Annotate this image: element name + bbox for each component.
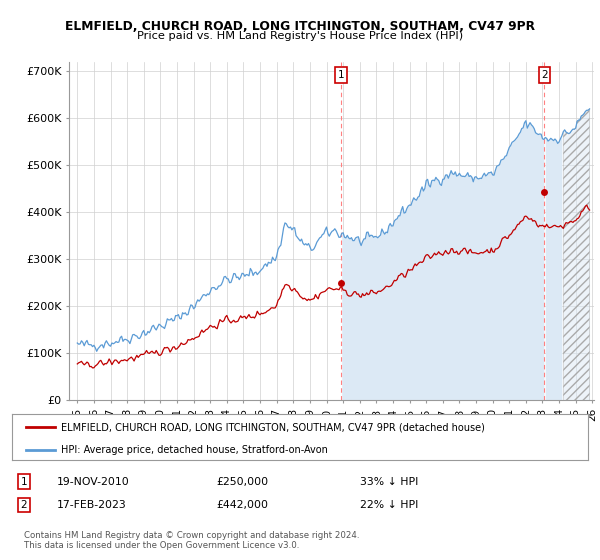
Text: 22% ↓ HPI: 22% ↓ HPI [360, 500, 418, 510]
Text: 19-NOV-2010: 19-NOV-2010 [57, 477, 130, 487]
Text: 17-FEB-2023: 17-FEB-2023 [57, 500, 127, 510]
Text: HPI: Average price, detached house, Stratford-on-Avon: HPI: Average price, detached house, Stra… [61, 445, 328, 455]
Text: ELMFIELD, CHURCH ROAD, LONG ITCHINGTON, SOUTHAM, CV47 9PR (detached house): ELMFIELD, CHURCH ROAD, LONG ITCHINGTON, … [61, 422, 485, 432]
Text: 1: 1 [338, 70, 344, 80]
Text: ELMFIELD, CHURCH ROAD, LONG ITCHINGTON, SOUTHAM, CV47 9PR: ELMFIELD, CHURCH ROAD, LONG ITCHINGTON, … [65, 20, 535, 32]
Text: 2: 2 [541, 70, 548, 80]
Text: Contains HM Land Registry data © Crown copyright and database right 2024.
This d: Contains HM Land Registry data © Crown c… [24, 531, 359, 550]
Text: Price paid vs. HM Land Registry's House Price Index (HPI): Price paid vs. HM Land Registry's House … [137, 31, 463, 41]
Text: 1: 1 [20, 477, 28, 487]
Text: £250,000: £250,000 [216, 477, 268, 487]
Text: 2: 2 [20, 500, 28, 510]
Text: £442,000: £442,000 [216, 500, 268, 510]
Text: 33% ↓ HPI: 33% ↓ HPI [360, 477, 418, 487]
